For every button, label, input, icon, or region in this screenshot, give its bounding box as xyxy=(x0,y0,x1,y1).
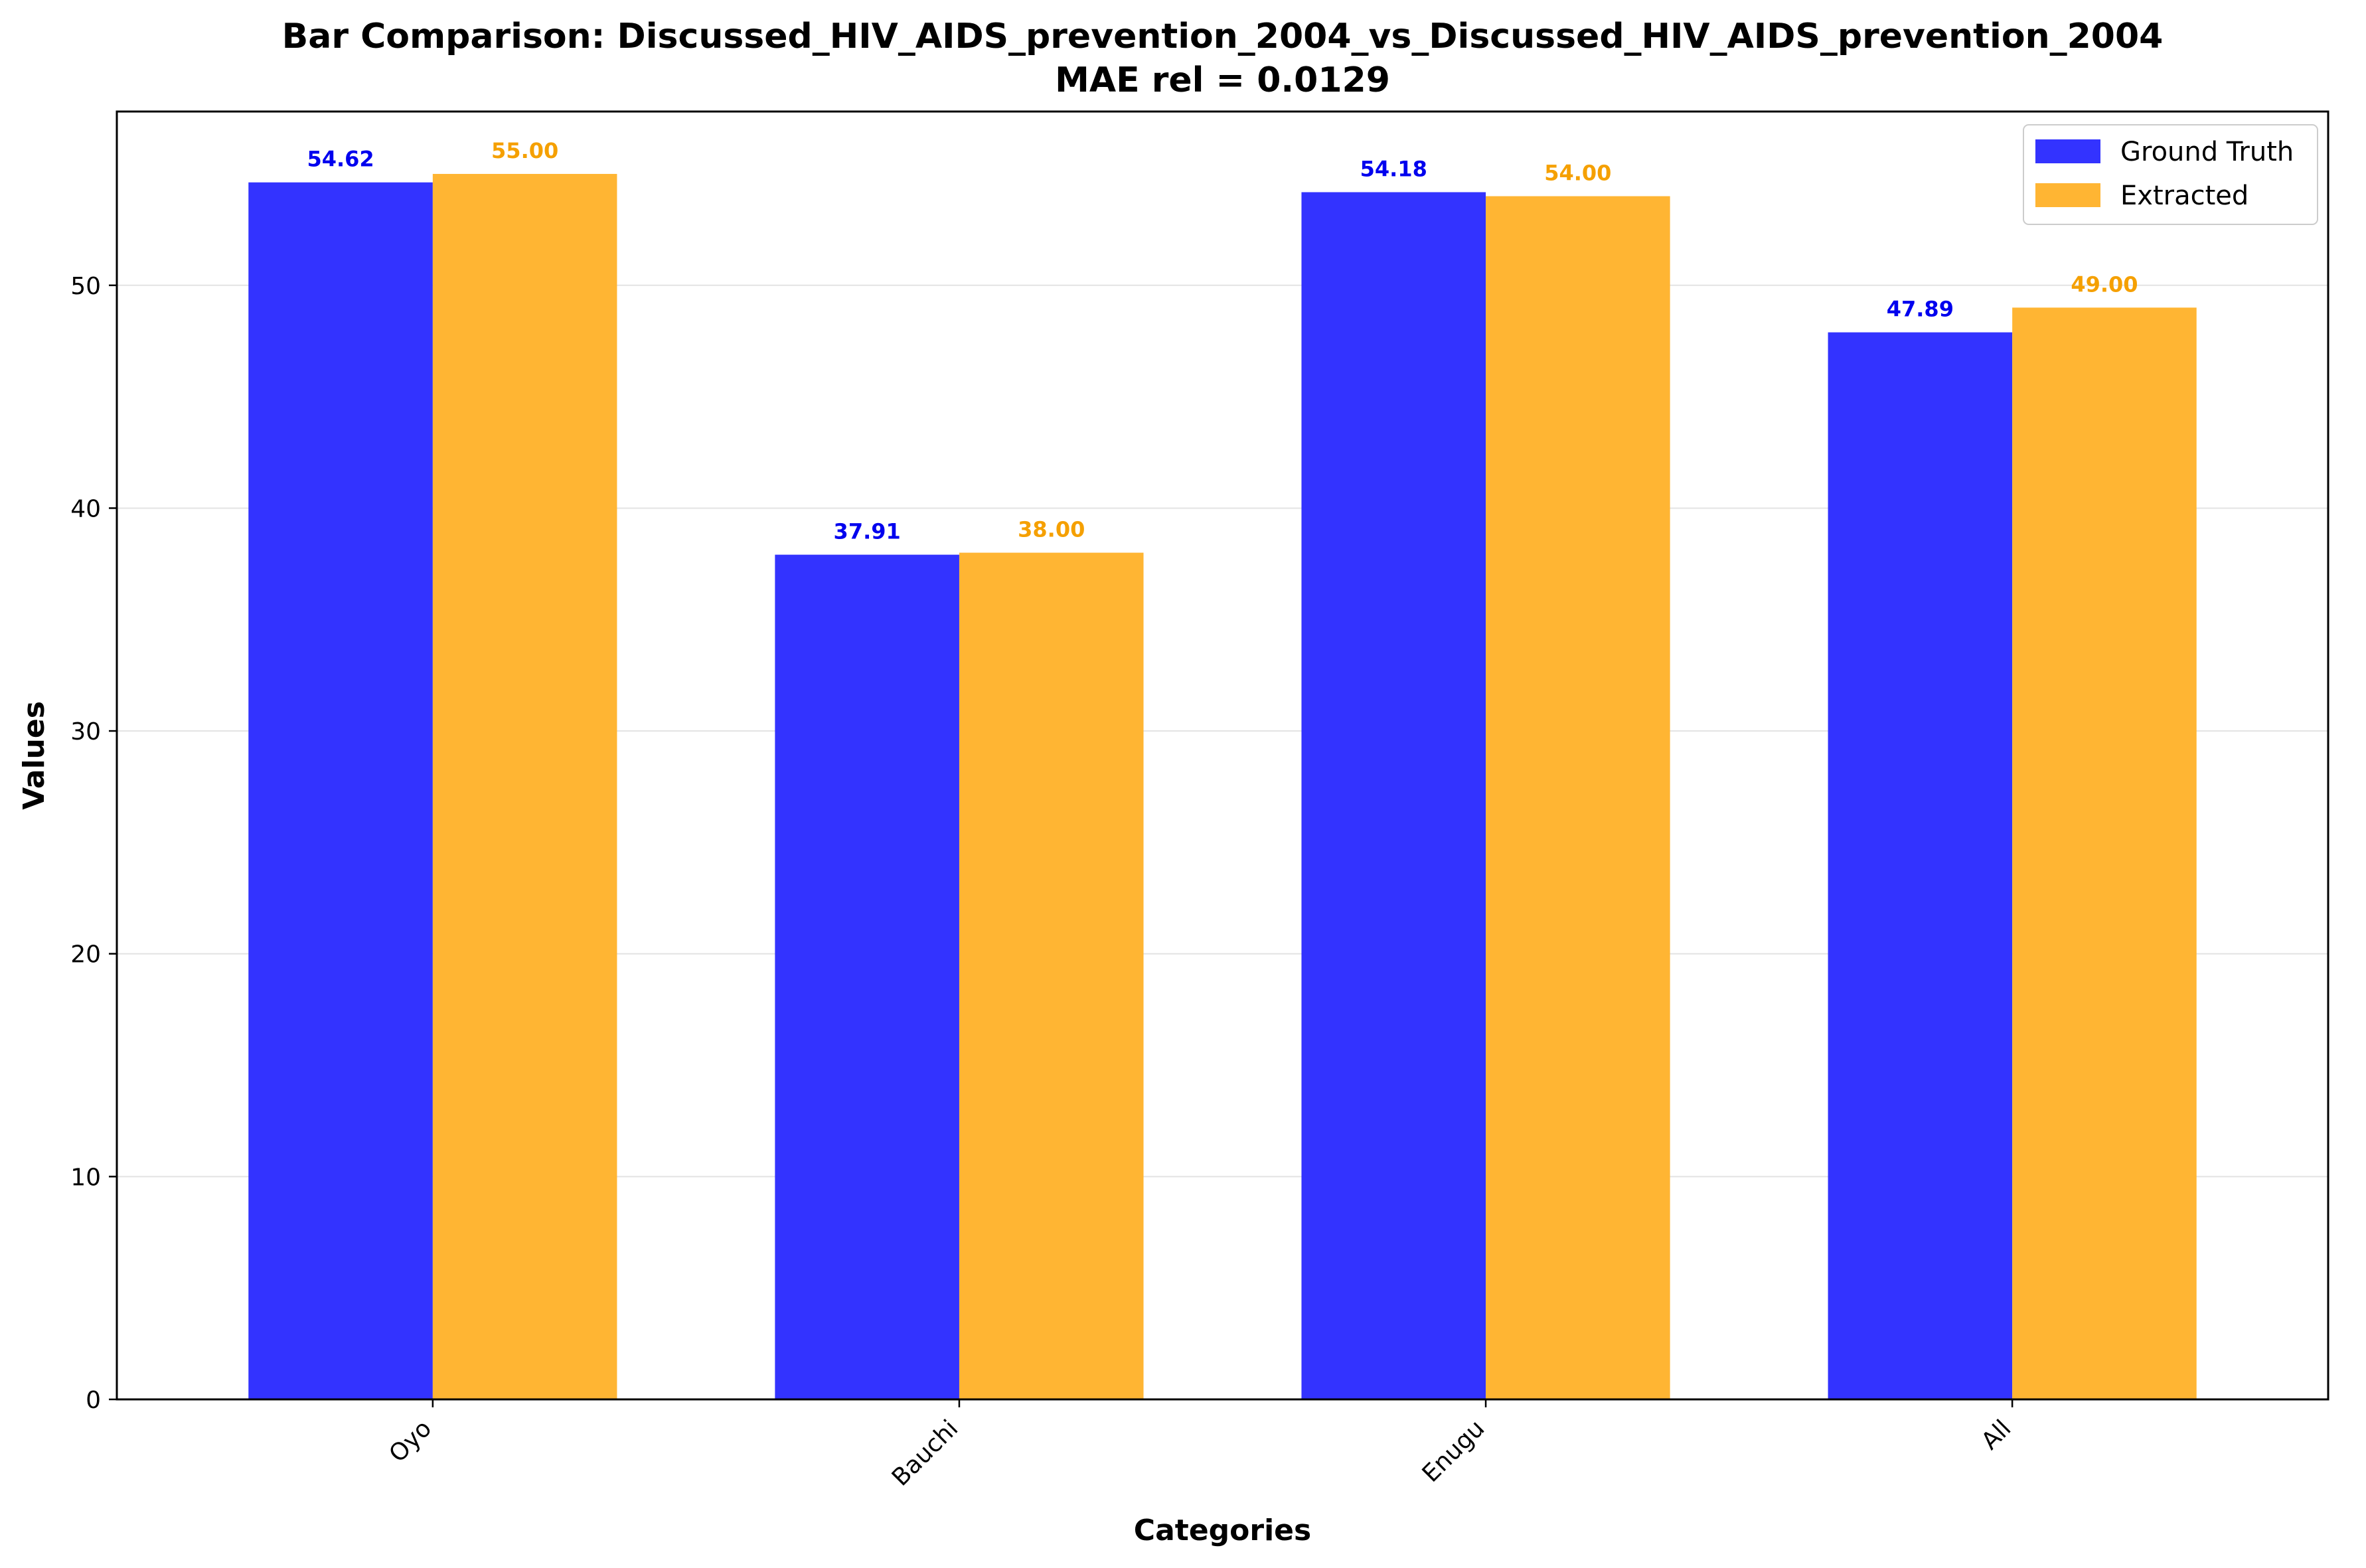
legend-swatch-ground-truth xyxy=(2035,139,2100,163)
bar-ground-truth xyxy=(248,182,433,1400)
data-label-ground-truth: 54.18 xyxy=(1360,157,1427,182)
bar-extracted xyxy=(959,552,1144,1400)
y-tick-label: 50 xyxy=(70,273,101,300)
y-tick-label: 10 xyxy=(70,1164,101,1191)
chart-subtitle: MAE rel = 0.0129 xyxy=(1055,60,1390,100)
data-label-extracted: 55.00 xyxy=(491,138,558,163)
data-label-ground-truth: 37.91 xyxy=(834,519,901,544)
bar-ground-truth xyxy=(775,554,959,1399)
data-label-ground-truth: 54.62 xyxy=(307,147,374,172)
legend-swatch-extracted xyxy=(2035,183,2100,207)
legend-label-extracted: Extracted xyxy=(2120,181,2248,211)
bar-ground-truth xyxy=(1828,332,2013,1399)
x-axis-label: Categories xyxy=(1134,1514,1311,1547)
bar-extracted xyxy=(1486,196,1670,1400)
data-label-ground-truth: 47.89 xyxy=(1887,297,1954,322)
plot-frame xyxy=(116,110,2329,1401)
legend: Ground Truth Extracted xyxy=(2023,124,2318,225)
y-axis-label: Values xyxy=(17,701,51,810)
y-tick-label: 0 xyxy=(86,1387,101,1414)
y-tick-label: 40 xyxy=(70,495,101,522)
y-tick-label: 30 xyxy=(70,718,101,745)
data-label-extracted: 54.00 xyxy=(1544,161,1611,186)
data-label-extracted: 49.00 xyxy=(2071,272,2138,297)
legend-label-ground-truth: Ground Truth xyxy=(2120,137,2294,167)
data-labels: 54.62 37.91 54.18 47.89 55.00 38.00 54.00 49.00 xyxy=(307,138,2138,544)
data-label-extracted: 38.00 xyxy=(1018,517,1085,542)
bar-extracted xyxy=(432,173,617,1399)
bar-extracted xyxy=(2012,307,2197,1400)
bar-ground-truth xyxy=(1301,192,1486,1400)
bars xyxy=(248,173,2197,1400)
y-tick-label: 20 xyxy=(70,941,101,969)
chart-title: Bar Comparison: Discussed_HIV_AIDS_preve… xyxy=(282,17,2164,56)
